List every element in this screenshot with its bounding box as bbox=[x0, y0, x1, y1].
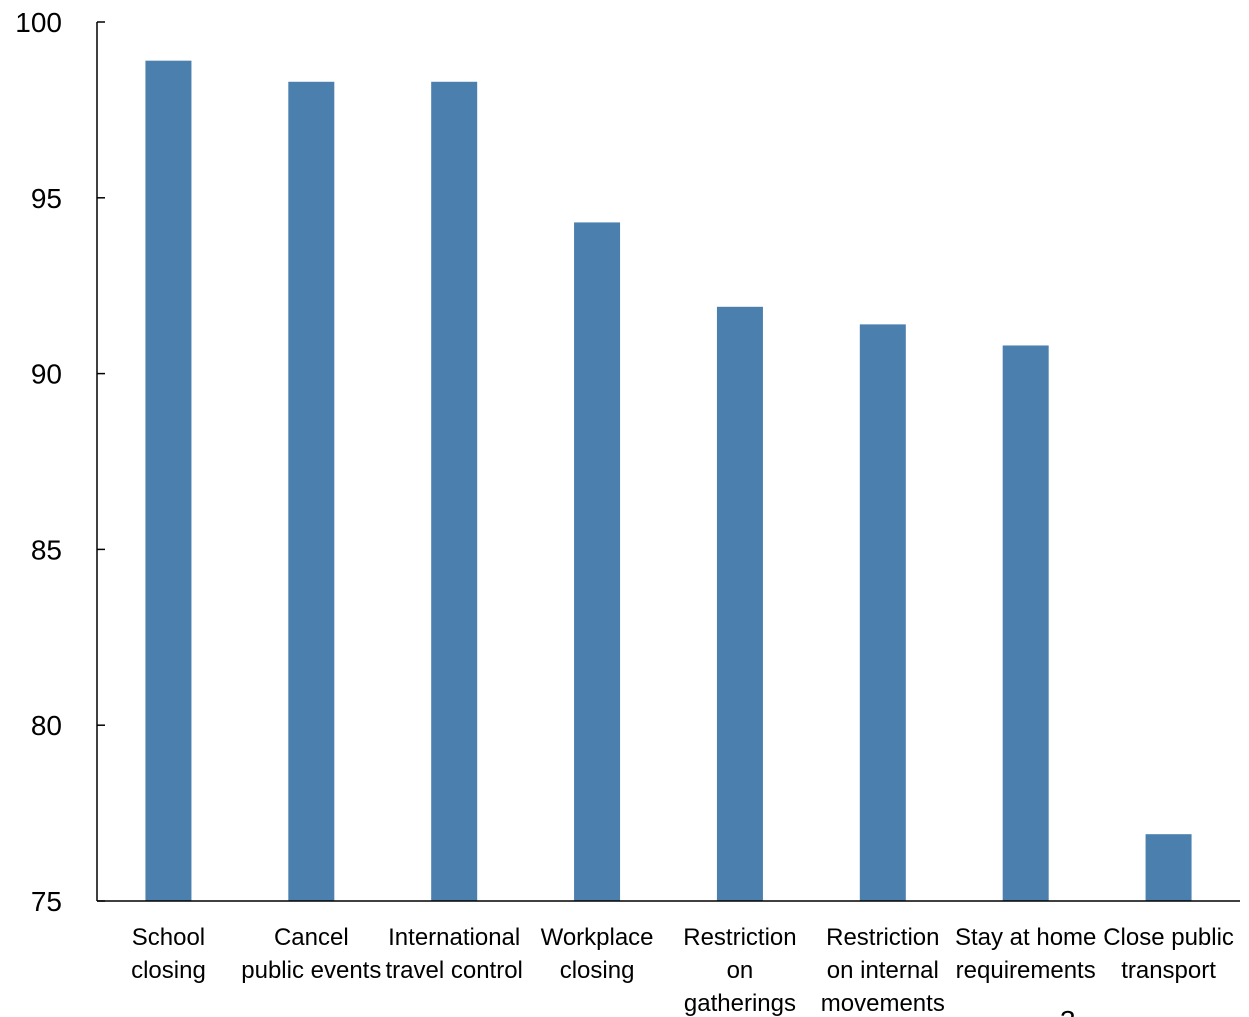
y-ticks-group: 75 80 85 90 95 100 bbox=[15, 7, 105, 917]
x-category-label-line: travel control bbox=[385, 957, 522, 984]
x-category-label: Cancel public events bbox=[241, 924, 381, 984]
y-tick-label: 90 bbox=[31, 359, 62, 390]
y-tick-label: 95 bbox=[31, 183, 62, 214]
x-category-label: Workplace closing bbox=[541, 924, 654, 984]
x-category-label-line: Workplace bbox=[541, 924, 654, 951]
y-tick-label: 85 bbox=[31, 534, 62, 565]
x-category-label: Close public transport bbox=[1103, 924, 1234, 984]
bar bbox=[1145, 834, 1192, 901]
x-category-label-line: International bbox=[388, 924, 520, 951]
x-category-label-line: public events bbox=[241, 957, 381, 984]
x-category-label: Stay at home requirements bbox=[955, 924, 1096, 984]
axes-group bbox=[96, 22, 1240, 902]
x-category-label: International travel control bbox=[385, 924, 522, 984]
x-category-label-line: closing bbox=[131, 957, 206, 984]
x-category-label: Restriction on internal movements bbox=[821, 924, 945, 1017]
y-tick-label: 75 bbox=[31, 886, 62, 917]
bar bbox=[859, 324, 906, 902]
x-category-label-line: Restriction bbox=[826, 924, 939, 951]
x-category-label-line: movements bbox=[821, 990, 945, 1017]
bar bbox=[1002, 345, 1049, 901]
x-category-label: School closing bbox=[131, 924, 206, 984]
x-category-label-line: on internal bbox=[827, 957, 939, 984]
x-category-label-line: on bbox=[727, 957, 754, 984]
bar bbox=[145, 60, 192, 901]
stray-text: 3 bbox=[1060, 1005, 1076, 1017]
x-category-label-line: requirements bbox=[956, 957, 1096, 984]
bar bbox=[431, 81, 478, 902]
x-category-label-line: School bbox=[132, 924, 205, 951]
x-category-label-line: gatherings bbox=[684, 990, 796, 1017]
bar bbox=[716, 306, 763, 901]
bar bbox=[574, 222, 621, 902]
x-category-label-line: Restriction bbox=[683, 924, 796, 951]
x-category-label-line: closing bbox=[560, 957, 635, 984]
bars-group bbox=[145, 60, 1192, 902]
x-category-label-line: Stay at home bbox=[955, 924, 1096, 951]
x-category-label-line: Close public bbox=[1103, 924, 1234, 951]
bar bbox=[288, 81, 335, 902]
x-category-label-line: Cancel bbox=[274, 924, 349, 951]
x-category-label-line: transport bbox=[1121, 957, 1216, 984]
y-tick-label: 100 bbox=[15, 7, 62, 38]
y-tick-label: 80 bbox=[31, 710, 62, 741]
x-category-label: Restriction on gatherings bbox=[683, 924, 796, 1017]
